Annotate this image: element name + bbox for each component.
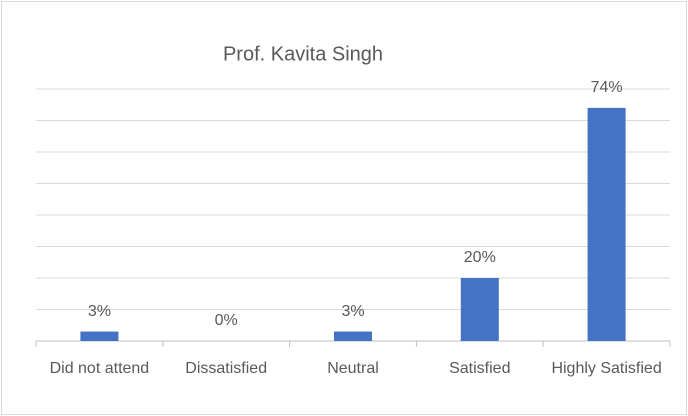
data-label: 3%	[341, 303, 364, 320]
x-tick-label: Neutral	[327, 360, 379, 377]
bar	[80, 331, 119, 341]
bar	[334, 331, 372, 341]
bar	[587, 107, 626, 342]
chart-title: Prof. Kavita Singh	[223, 43, 383, 65]
bar	[460, 278, 499, 341]
x-tick-label: Dissatisfied	[185, 360, 268, 377]
data-label: 3%	[88, 303, 111, 320]
x-tick-label: Satisfied	[449, 360, 511, 377]
x-tick-label: Did not attend	[49, 360, 150, 377]
data-label: 74%	[591, 79, 623, 96]
x-tick-label: Highly Satisfied	[551, 360, 662, 377]
data-label: 0%	[215, 312, 238, 329]
data-label: 20%	[464, 249, 496, 266]
